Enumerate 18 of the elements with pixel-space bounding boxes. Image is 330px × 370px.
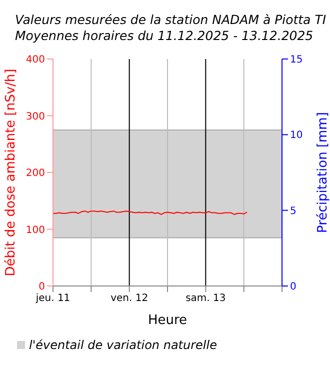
y2-axis-title: Précipitation [mm]: [316, 112, 330, 233]
x-tick-label: ven. 12: [110, 293, 148, 304]
chart-subtitle: Moyennes horaires du 11.12.2025 - 13.12.2025: [15, 28, 314, 44]
x-tick-label: sam. 13: [186, 293, 226, 304]
x-tick-label: jeu. 11: [34, 293, 70, 304]
y-tick-label: 0: [38, 282, 45, 293]
y-tick-label: 100: [26, 224, 45, 236]
y-tick-label: 300: [26, 111, 45, 122]
y-axis-title: Débit de dose ambiante [nSv/h]: [4, 68, 19, 276]
x-axis-title: Heure: [148, 313, 188, 328]
y-tick-label: 400: [26, 54, 45, 66]
y2-tick-label: 10: [290, 130, 303, 142]
legend-label: l'éventail de variation naturelle: [29, 338, 217, 352]
chart-title: Valeurs mesurées de la station NADAM à Piotta TI: [15, 12, 326, 28]
y2-tick-label: 5: [290, 206, 296, 217]
y2-tick-label: 15: [290, 54, 303, 66]
y-tick-label: 200: [26, 168, 45, 180]
y2-tick-label: 0: [290, 282, 296, 293]
